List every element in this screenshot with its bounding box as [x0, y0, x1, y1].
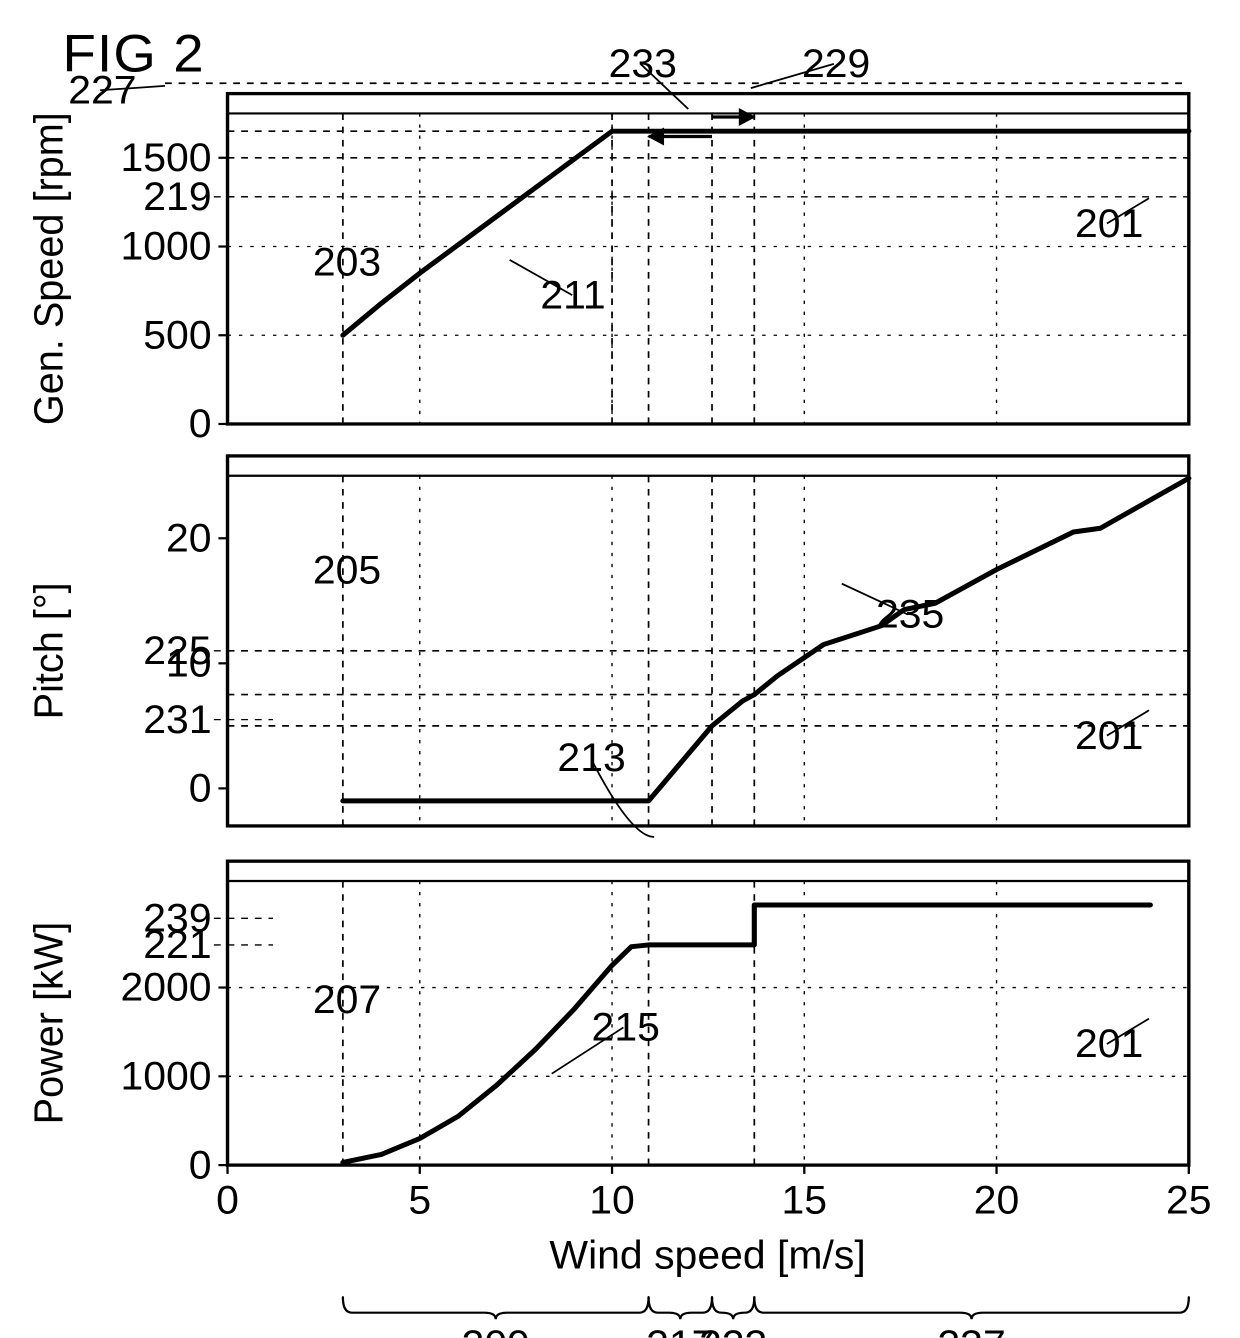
svg-text:213: 213 [557, 735, 625, 779]
svg-text:225: 225 [143, 629, 211, 673]
svg-text:229: 229 [802, 42, 870, 86]
figure-svg: FIG 2050010001500219Gen. Speed [rpm]0102… [0, 0, 1240, 1338]
svg-text:201: 201 [1075, 1022, 1143, 1066]
svg-text:235: 235 [876, 592, 944, 636]
svg-text:10: 10 [589, 1178, 635, 1222]
svg-text:209: 209 [462, 1322, 530, 1338]
svg-text:Gen. Speed [rpm]: Gen. Speed [rpm] [26, 112, 72, 425]
svg-text:231: 231 [143, 697, 211, 741]
svg-text:237: 237 [937, 1322, 1005, 1338]
svg-text:Power [kW]: Power [kW] [26, 922, 72, 1125]
svg-text:1000: 1000 [120, 1054, 211, 1098]
svg-text:0: 0 [189, 402, 212, 446]
svg-text:2000: 2000 [120, 965, 211, 1009]
svg-text:15: 15 [782, 1178, 828, 1222]
svg-text:5: 5 [408, 1178, 431, 1222]
svg-text:203: 203 [313, 240, 381, 284]
svg-text:0: 0 [216, 1178, 239, 1222]
svg-text:500: 500 [143, 313, 211, 357]
svg-text:207: 207 [313, 978, 381, 1022]
svg-text:215: 215 [592, 1005, 660, 1049]
svg-text:205: 205 [313, 548, 381, 592]
svg-text:Wind speed [m/s]: Wind speed [m/s] [549, 1233, 865, 1277]
svg-text:211: 211 [540, 273, 605, 317]
svg-text:223: 223 [699, 1322, 767, 1338]
svg-text:201: 201 [1075, 201, 1143, 245]
svg-text:233: 233 [609, 42, 677, 86]
svg-text:20: 20 [974, 1178, 1020, 1222]
svg-text:0: 0 [189, 1143, 212, 1187]
svg-text:0: 0 [189, 766, 212, 810]
svg-text:227: 227 [68, 68, 136, 112]
svg-text:1500: 1500 [120, 136, 211, 180]
svg-text:20: 20 [166, 516, 212, 560]
svg-text:221: 221 [143, 923, 211, 967]
svg-text:25: 25 [1166, 1178, 1212, 1222]
svg-text:201: 201 [1075, 713, 1143, 757]
svg-text:Pitch [°]: Pitch [°] [26, 582, 72, 719]
svg-text:219: 219 [143, 175, 211, 219]
svg-text:1000: 1000 [120, 224, 211, 268]
